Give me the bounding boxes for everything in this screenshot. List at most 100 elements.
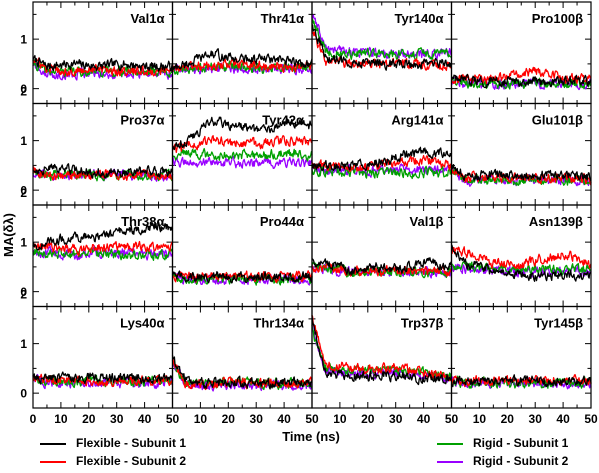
x-tick-label: 30 [110,412,124,426]
y-tick-label: 1 [20,236,27,250]
series-line [450,246,592,270]
series-line [450,73,592,89]
x-tick-label: 10 [473,412,487,426]
panel: Thr41α [171,1,313,105]
panel: Arg141α [311,102,453,206]
series-line [172,147,313,162]
panel: Lys40α [32,305,174,409]
panel-title: Thr41α [261,11,304,26]
series-line [450,167,592,186]
legend-label: Rigid - Subunit 2 [473,454,569,468]
series-line [32,240,174,257]
panel-title: Tyr140α [395,11,444,26]
panel-title: Pro100β [532,11,583,26]
y-axis-label: MA(δλ) [1,213,16,257]
series-line [172,62,313,76]
series-line [171,355,313,390]
legend-item-rigid-2: Rigid - Subunit 2 [437,453,568,469]
panel: Tyr145β [450,305,592,409]
panel: Pro37α [32,102,174,206]
panel: Tyr42α [171,102,313,206]
panel: Thr38α [32,204,174,308]
y-tick-label: 1 [20,33,27,47]
x-tick-label: 50 [166,412,180,426]
panel-title: Thr134α [253,316,304,331]
series-line [32,163,174,179]
x-tick-label: 30 [529,412,543,426]
x-tick-label: 30 [389,412,403,426]
panel-title: Val1α [130,11,164,26]
x-tick-labels: 0 10 20 30 40 50 10 20 30 40 50 10 20 30 40 50 10 20 30 40 5… [30,412,598,426]
panel: Pro100β [450,1,592,105]
x-tick-label: 20 [222,412,236,426]
series-line [450,244,592,282]
series-line [171,270,313,284]
x-tick-label: 10 [333,412,347,426]
x-tick-label: 40 [138,412,152,426]
legend-swatch [40,442,66,445]
panel-title: Val1β [410,214,444,229]
x-tick-label: 20 [501,412,515,426]
series-line [451,261,592,276]
legend-item-rigid-1: Rigid - Subunit 1 [437,435,568,451]
legend-label: Rigid - Subunit 1 [473,436,569,450]
series-line [450,66,592,85]
panel: Thr134α [171,305,313,409]
panel-title: Glu101β [532,113,583,128]
panel: Val1α [32,1,174,105]
panel-title: Tyr145β [534,316,583,331]
legend-swatch [40,460,66,463]
legend-swatch [437,460,463,463]
panel: Trp37β [311,305,453,409]
x-tick-label: 0 [30,412,37,426]
legend-item-flexible-1: Flexible - Subunit 1 [40,435,186,451]
series-line [32,371,174,385]
series-line [171,48,313,71]
y-tick-label: 0 [20,184,27,198]
series-line [311,257,453,276]
series-line [171,155,313,169]
x-tick-label: 30 [250,412,264,426]
x-tick-label: 20 [82,412,96,426]
series-line [171,135,313,154]
x-tick-label: 10 [194,412,208,426]
y-tick-label: 2 [20,288,27,302]
panel: Val1β [311,204,453,308]
legend-item-flexible-2: Flexible - Subunit 2 [40,453,186,469]
series-line [311,146,453,172]
x-axis-label: Time (ns) [282,429,340,444]
panel-title: Tyr42α [262,113,304,128]
panel-frame [450,305,592,409]
legend-label: Flexible - Subunit 1 [76,436,187,450]
series-line [311,261,453,279]
y-tick-labels: 012012012012 [20,33,27,401]
y-tick-label: 0 [20,82,27,96]
series-line [311,18,453,61]
series-line [311,262,453,277]
series-line [450,374,592,388]
panel-title: Pro44α [260,214,304,229]
legend-label: Flexible - Subunit 2 [76,454,187,468]
series-line [32,246,174,261]
y-tick-label: 1 [20,134,27,148]
panel: Tyr140α [311,1,453,105]
y-tick-label: 2 [20,186,27,200]
series-line [172,58,313,73]
series-line [32,221,174,251]
x-tick-label: 50 [445,412,459,426]
panel-title: Arg141α [391,113,443,128]
x-tick-label: 40 [556,412,570,426]
panel-title: Asn139β [529,214,583,229]
y-tick-label: 1 [20,337,27,351]
y-tick-label: 0 [20,285,27,299]
x-tick-label: 40 [417,412,431,426]
series-line [32,54,173,72]
panel-title: Thr38α [121,214,164,229]
x-tick-label: 40 [277,412,291,426]
series-line [171,116,313,151]
panel-title: Trp37β [401,316,444,331]
legend-swatch [437,442,463,445]
x-tick-label: 50 [584,412,598,426]
panel-title: Pro37α [120,113,164,128]
